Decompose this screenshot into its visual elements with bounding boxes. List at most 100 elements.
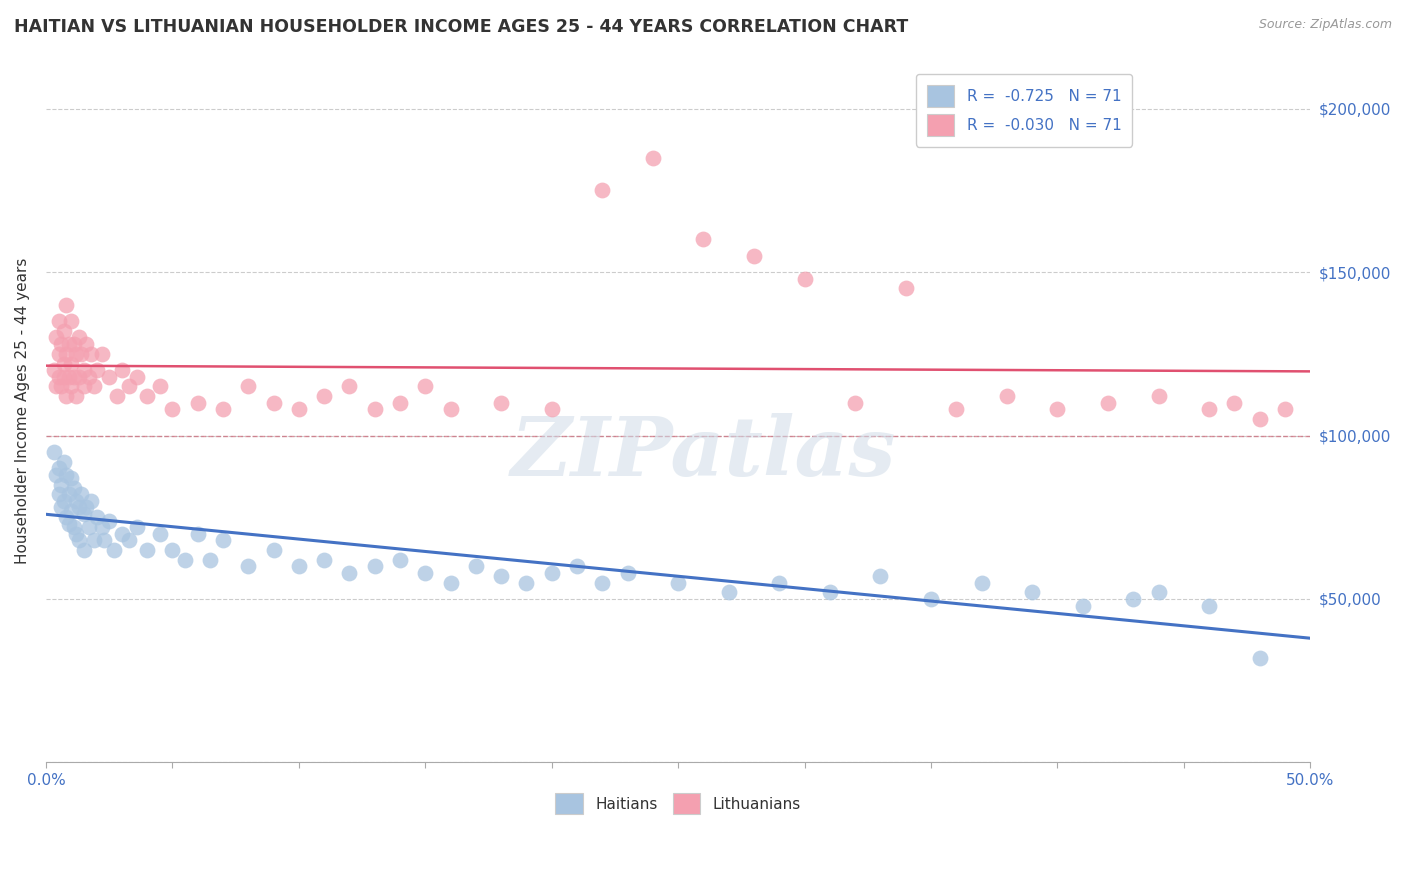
Point <box>288 402 311 417</box>
Point <box>149 526 172 541</box>
Point <box>692 232 714 246</box>
Point <box>464 559 486 574</box>
Point <box>67 500 90 515</box>
Point <box>55 347 77 361</box>
Point <box>149 379 172 393</box>
Point <box>666 575 689 590</box>
Point <box>591 183 613 197</box>
Point <box>48 461 70 475</box>
Point <box>1046 402 1069 417</box>
Point <box>314 553 336 567</box>
Point <box>73 363 96 377</box>
Point <box>200 553 222 567</box>
Point <box>363 402 385 417</box>
Point <box>388 396 411 410</box>
Point <box>162 402 184 417</box>
Point <box>49 477 72 491</box>
Point <box>73 507 96 521</box>
Point <box>105 389 128 403</box>
Point <box>58 487 80 501</box>
Point <box>62 369 84 384</box>
Point <box>413 379 436 393</box>
Point <box>118 379 141 393</box>
Point <box>174 553 197 567</box>
Point <box>263 396 285 410</box>
Point <box>363 559 385 574</box>
Point <box>58 369 80 384</box>
Point <box>1097 396 1119 410</box>
Point <box>339 566 361 580</box>
Point <box>125 520 148 534</box>
Point <box>77 520 100 534</box>
Point <box>1147 585 1170 599</box>
Point <box>540 566 562 580</box>
Point <box>55 389 77 403</box>
Point <box>90 347 112 361</box>
Point <box>1223 396 1246 410</box>
Point <box>60 379 83 393</box>
Point <box>52 455 75 469</box>
Point <box>111 526 134 541</box>
Point <box>98 369 121 384</box>
Point <box>768 575 790 590</box>
Point <box>413 566 436 580</box>
Point <box>288 559 311 574</box>
Point <box>641 151 664 165</box>
Point <box>58 337 80 351</box>
Point <box>111 363 134 377</box>
Point <box>62 520 84 534</box>
Point <box>136 389 159 403</box>
Point <box>793 271 815 285</box>
Point <box>93 533 115 548</box>
Point <box>49 500 72 515</box>
Point <box>52 357 75 371</box>
Point <box>65 347 87 361</box>
Point <box>48 347 70 361</box>
Point <box>439 402 461 417</box>
Point <box>42 445 65 459</box>
Point <box>1147 389 1170 403</box>
Point <box>45 467 67 482</box>
Point <box>73 379 96 393</box>
Point <box>60 357 83 371</box>
Point <box>970 575 993 590</box>
Point <box>263 543 285 558</box>
Point <box>52 324 75 338</box>
Point <box>212 402 235 417</box>
Point <box>742 249 765 263</box>
Point <box>894 281 917 295</box>
Point <box>75 337 97 351</box>
Point <box>86 510 108 524</box>
Point <box>1249 412 1271 426</box>
Point <box>489 569 512 583</box>
Point <box>55 298 77 312</box>
Point <box>86 363 108 377</box>
Point <box>48 369 70 384</box>
Point <box>60 314 83 328</box>
Point <box>717 585 740 599</box>
Point <box>920 592 942 607</box>
Point <box>83 379 105 393</box>
Point <box>65 389 87 403</box>
Point <box>515 575 537 590</box>
Point <box>844 396 866 410</box>
Point <box>1274 402 1296 417</box>
Point <box>238 559 260 574</box>
Point <box>1122 592 1144 607</box>
Point <box>65 526 87 541</box>
Point <box>75 500 97 515</box>
Point <box>489 396 512 410</box>
Point <box>118 533 141 548</box>
Point <box>187 526 209 541</box>
Point <box>83 533 105 548</box>
Point <box>1198 599 1220 613</box>
Point <box>1249 650 1271 665</box>
Point <box>212 533 235 548</box>
Point <box>995 389 1018 403</box>
Point <box>55 510 77 524</box>
Text: Source: ZipAtlas.com: Source: ZipAtlas.com <box>1258 18 1392 31</box>
Point <box>67 369 90 384</box>
Point <box>125 369 148 384</box>
Point <box>60 471 83 485</box>
Point <box>98 514 121 528</box>
